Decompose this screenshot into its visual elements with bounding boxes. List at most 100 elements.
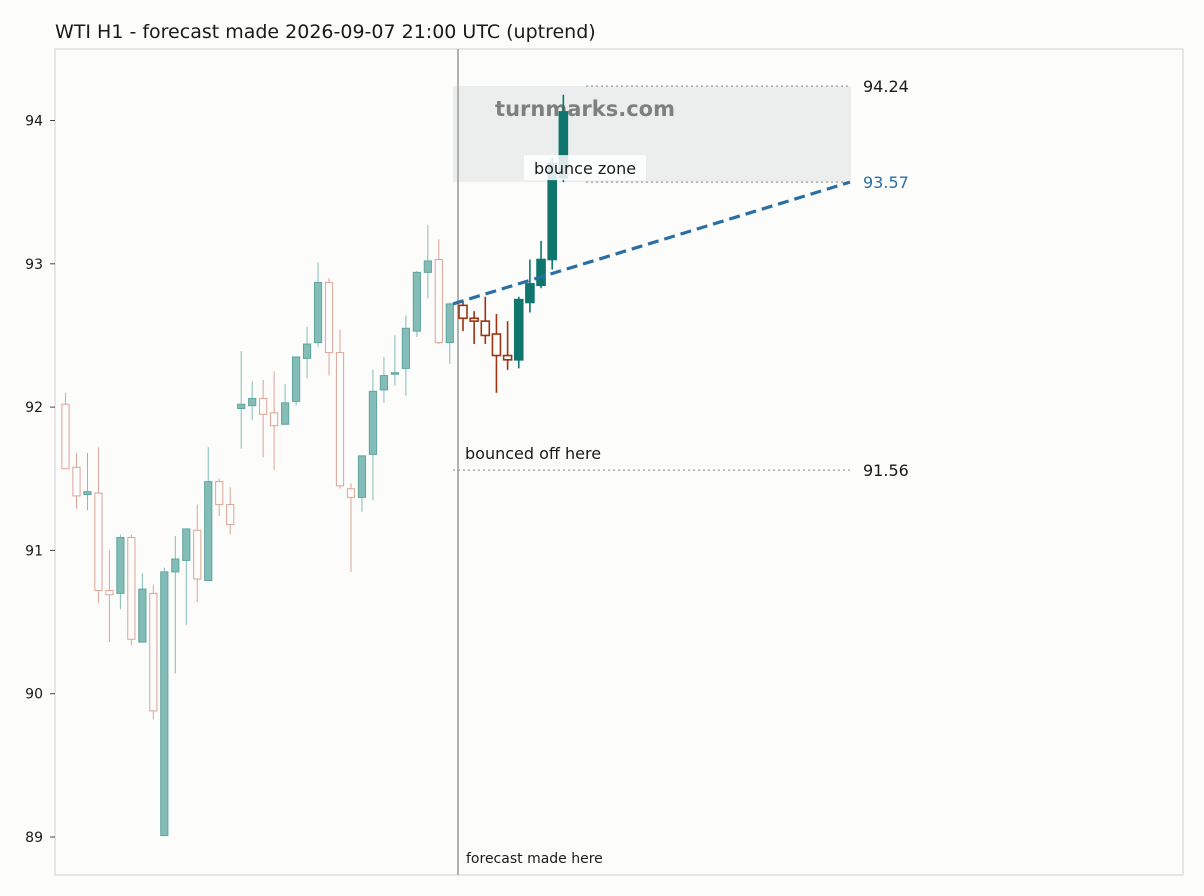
history-candle xyxy=(94,447,103,604)
history-candle xyxy=(160,567,169,837)
history-candle xyxy=(149,584,158,720)
level-label: 91.56 xyxy=(863,461,909,480)
trend-line xyxy=(452,180,851,306)
forecast-candle xyxy=(513,296,524,369)
forecast-candle xyxy=(480,296,491,345)
candle-body xyxy=(390,372,399,375)
candle-body xyxy=(61,403,70,470)
candle-body xyxy=(72,466,81,497)
candle-body xyxy=(313,281,323,344)
history-candle xyxy=(445,302,454,365)
candle-body xyxy=(445,303,454,344)
candle-body xyxy=(469,317,479,322)
candle-body xyxy=(171,558,180,573)
history-candle xyxy=(204,447,213,581)
candle-body xyxy=(105,590,114,596)
candle-body xyxy=(259,398,268,415)
candle-body xyxy=(434,259,443,344)
candle-body xyxy=(94,492,103,592)
history-candle xyxy=(434,239,443,345)
history-candle xyxy=(302,326,312,379)
y-tick-label: 90 xyxy=(25,687,43,703)
history-candle xyxy=(335,329,345,489)
candle-body xyxy=(335,352,345,487)
candle-body xyxy=(291,356,301,402)
candle-body xyxy=(513,298,524,361)
history-candle xyxy=(270,371,279,471)
bounce-zone-label-background xyxy=(524,155,646,181)
support-label: bounced off here xyxy=(465,444,601,463)
forecast-candle xyxy=(536,240,546,289)
forecast-candle xyxy=(525,259,535,313)
bounce-zone xyxy=(453,86,851,183)
history-candle xyxy=(379,356,389,403)
history-candle xyxy=(72,452,81,509)
chart-title: WTI H1 - forecast made 2026-09-07 21:00 … xyxy=(55,21,596,43)
candle-body xyxy=(248,398,257,407)
candle-body xyxy=(502,354,513,361)
history-candle xyxy=(182,528,191,625)
candle-body xyxy=(116,537,125,594)
y-tick-label: 91 xyxy=(25,543,43,559)
history-candles xyxy=(61,225,454,837)
history-candle xyxy=(313,262,323,347)
history-candle xyxy=(105,550,114,643)
y-axis: 89 90 91 92 93 94 xyxy=(25,114,55,846)
candle-body xyxy=(270,412,279,427)
history-candle xyxy=(83,452,92,511)
history-candle xyxy=(127,534,136,645)
history-candle xyxy=(291,356,301,406)
bounce-zone-label: bounce zone xyxy=(534,159,636,178)
candle-body xyxy=(127,537,136,640)
candle-body xyxy=(357,455,367,498)
candle-body xyxy=(302,343,312,359)
candle-body xyxy=(204,481,213,581)
level-label: 94.24 xyxy=(863,77,909,96)
forecast-candle xyxy=(458,301,468,332)
history-candle xyxy=(368,369,378,501)
candle-body xyxy=(226,504,235,526)
history-candle xyxy=(401,315,410,396)
candle-body xyxy=(182,528,191,561)
candle-body xyxy=(324,281,334,354)
history-candle xyxy=(171,536,180,674)
history-candle xyxy=(226,487,235,535)
y-tick-label: 94 xyxy=(25,114,43,130)
watermark: turnmarks.com xyxy=(495,97,675,121)
history-candle xyxy=(193,504,202,602)
plot-area xyxy=(54,48,1184,876)
history-candle xyxy=(116,534,125,610)
candle-body xyxy=(138,588,147,643)
history-candle xyxy=(61,392,70,470)
forecast-candle xyxy=(502,321,513,370)
y-tick-label: 93 xyxy=(25,257,43,273)
candle-body xyxy=(458,304,468,320)
forecast-candle xyxy=(469,311,479,345)
candle-body xyxy=(215,481,224,506)
history-candle xyxy=(281,384,290,425)
candle-body xyxy=(401,327,410,369)
forecast-candle xyxy=(491,313,502,393)
y-tick-label: 89 xyxy=(25,830,43,846)
history-candle xyxy=(423,225,432,299)
candle-body xyxy=(193,529,202,580)
candle-body xyxy=(346,488,356,498)
history-candle xyxy=(215,478,224,517)
candle-body xyxy=(237,403,246,410)
candle-body xyxy=(83,491,92,496)
forecast-made-label: forecast made here xyxy=(466,851,603,867)
y-tick-label: 92 xyxy=(25,400,43,416)
history-candle xyxy=(237,351,246,449)
candle-body xyxy=(412,271,421,332)
candle-body xyxy=(491,333,502,357)
history-candle xyxy=(390,335,399,386)
history-candle xyxy=(346,483,356,572)
history-candle xyxy=(259,379,268,458)
candle-body xyxy=(368,390,378,455)
candle-body xyxy=(149,592,158,712)
candle-body xyxy=(423,260,432,273)
level-label: 93.57 xyxy=(863,173,909,192)
candle-body xyxy=(281,402,290,425)
candle-body xyxy=(480,320,491,337)
